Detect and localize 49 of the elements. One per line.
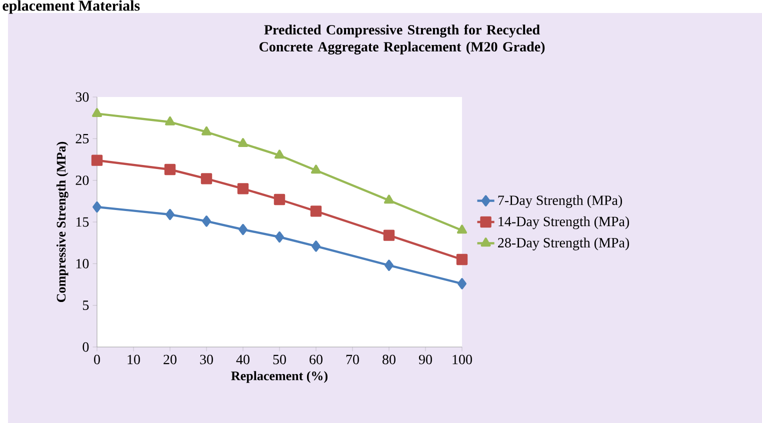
y-tick-label: 25: [76, 134, 89, 144]
point: [200, 173, 212, 184]
point: [310, 206, 322, 217]
point: [311, 164, 321, 174]
x-tick-label: 30: [200, 354, 213, 364]
x-tick-label: 10: [128, 354, 140, 364]
x-tick-label: 60: [310, 354, 322, 364]
point: [275, 231, 284, 243]
point: [238, 224, 248, 236]
point: [312, 240, 320, 252]
y-tick-label: 0: [82, 342, 89, 352]
point: [202, 126, 212, 136]
point: [384, 194, 394, 204]
x-tick-label: 50: [273, 354, 286, 364]
x-tick-label: 0: [94, 354, 100, 364]
point: [202, 216, 211, 227]
chart-title: Predicted Compressive Strength for Recycled Concrete Aggregate Replacement (M20 Grade): [260, 24, 545, 54]
point: [92, 201, 102, 213]
x-axis-title: Replacement (%): [231, 371, 328, 383]
y-tick-label: 5: [83, 300, 89, 310]
point: [274, 150, 284, 159]
y-axis-title: Compressive Strength (MPa): [56, 142, 68, 302]
point: [458, 278, 466, 290]
point: [238, 138, 248, 148]
y-tick-label: 15: [76, 217, 89, 227]
point: [92, 108, 102, 118]
point: [237, 183, 249, 194]
x-tick-label: 100: [452, 354, 472, 364]
text: eplacement Materials: [2, 0, 140, 14]
legend-label: 14-Day Strength (MPa): [498, 216, 630, 230]
x-tick-label: 40: [236, 354, 250, 364]
point: [456, 254, 468, 266]
legend-label: 7-Day Strength (MPa): [498, 195, 622, 208]
x-tick-label: 20: [164, 354, 176, 364]
x-tick-label: 90: [418, 354, 432, 364]
x-tick-label: 70: [346, 354, 359, 364]
point: [165, 116, 175, 126]
y-tick-label: 30: [76, 92, 89, 102]
point: [91, 154, 103, 166]
legend-label: 28-Day Strength (MPa): [498, 238, 630, 250]
y-tick-label: 10: [76, 258, 89, 268]
point: [274, 194, 286, 206]
point: [383, 230, 395, 241]
point: [164, 164, 176, 176]
point: [384, 260, 394, 271]
y-tick-label: 20: [76, 176, 89, 186]
point: [457, 224, 467, 234]
point: [166, 208, 174, 220]
x-tick-label: 80: [382, 354, 396, 364]
